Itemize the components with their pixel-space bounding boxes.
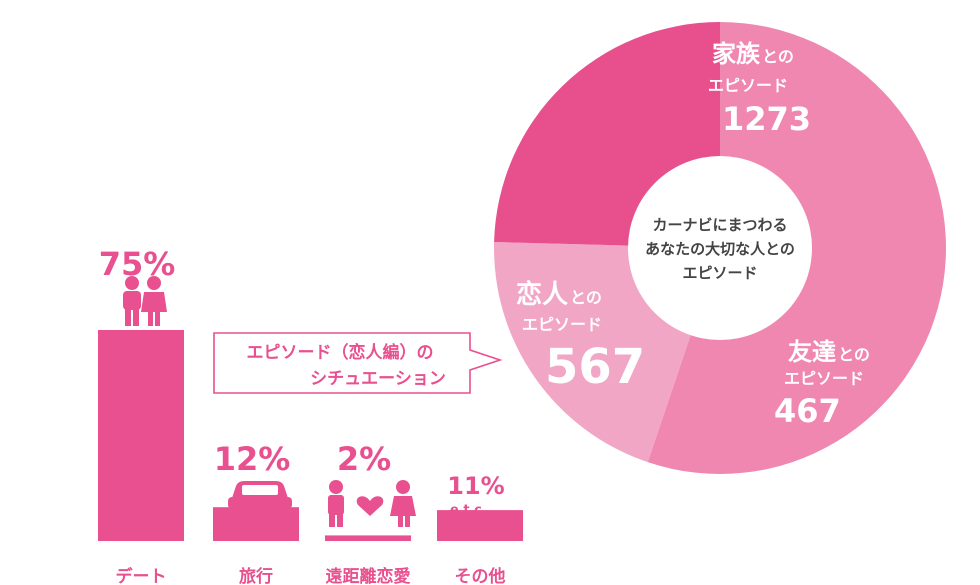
bar-etc-label: e t c. (450, 503, 487, 518)
bar-3 (437, 510, 523, 541)
slice-partner-name: 恋人 (516, 279, 568, 310)
slice-partner-value: 567 (545, 339, 645, 395)
callout-box (213, 332, 503, 394)
slice-family-sub: エピソード (708, 76, 788, 95)
long-distance-icon (328, 480, 416, 527)
slice-friends-sub: エピソード (784, 369, 864, 388)
donut-hole (628, 156, 812, 340)
callout-line-2: シチュエーション (310, 369, 446, 389)
bar-value-label-0: 75% (99, 245, 176, 283)
slice-partner-name-suffix: との (570, 288, 602, 307)
slice-family-name: 家族 (712, 40, 761, 68)
slice-friends-value: 467 (774, 392, 841, 430)
bar-value-label-1: 12% (214, 440, 291, 478)
slice-family-name-suffix: との (762, 47, 794, 66)
bar-value-label-2: 2% (337, 440, 391, 478)
donut-center-line-1: カーナビにまつわる (652, 216, 787, 234)
bar-category-label-3: その他 (455, 566, 506, 585)
callout-line-1: エピソード（恋人編）の (247, 342, 434, 363)
bar-category-label-0: デート (116, 566, 167, 585)
bar-0 (98, 330, 184, 541)
couple-icon (123, 276, 167, 326)
car-icon (228, 481, 292, 514)
slice-family-value: 1273 (722, 100, 811, 138)
bar-1 (213, 507, 299, 541)
bar-category-label-1: 旅行 (239, 566, 273, 585)
bar-2 (325, 535, 411, 541)
donut-center-line-2: あなたの大切な人との (645, 240, 795, 258)
donut-center-line-3: エピソード (682, 264, 757, 282)
slice-friends-name-suffix: との (838, 345, 870, 364)
bar-value-label-3: 11% (447, 472, 504, 500)
slice-partner-sub: エピソード (522, 315, 602, 334)
bar-category-label-2: 遠距離恋愛 (326, 566, 411, 585)
bar-chart: 75% デート 12% 旅行 2% 遠距離恋愛 11% その他 (98, 245, 523, 585)
slice-friends-name: 友達 (788, 338, 836, 366)
